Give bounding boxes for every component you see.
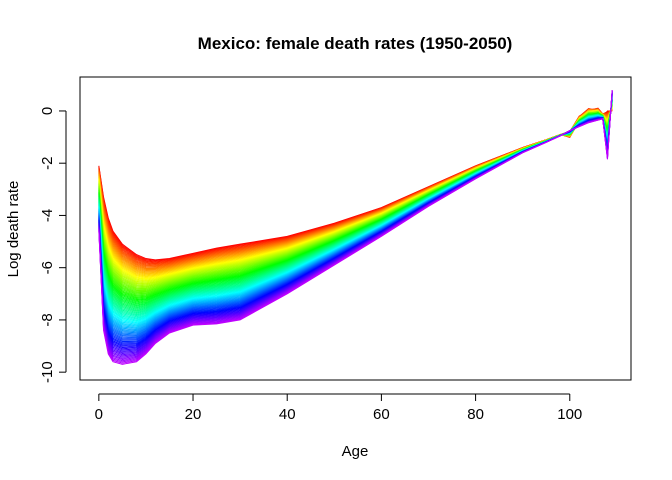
x-tick-label: 20 <box>185 406 202 423</box>
plot-box <box>79 76 632 381</box>
series-line <box>98 106 613 280</box>
y-tick-label: -8 <box>39 313 56 326</box>
y-axis: -10 -8 -6 -4 -2 0 <box>39 107 67 383</box>
y-tick-label: -4 <box>39 209 56 222</box>
x-tick-label: 0 <box>95 406 103 423</box>
chart-title: Mexico: female death rates (1950-2050) <box>198 34 513 53</box>
series-group <box>98 90 613 365</box>
series-line <box>98 106 613 281</box>
x-tick-label: 80 <box>467 406 484 423</box>
series-line <box>98 90 613 365</box>
x-axis: 0 20 40 60 80 100 <box>95 393 582 423</box>
x-tick-label: 60 <box>373 406 390 423</box>
y-tick-label: 0 <box>39 107 56 115</box>
y-tick-label: -6 <box>39 261 56 274</box>
series-line <box>98 105 613 282</box>
series-line <box>98 105 613 283</box>
x-axis-label: Age <box>342 443 369 460</box>
y-tick-label: -2 <box>39 157 56 170</box>
series-line <box>98 106 613 281</box>
x-tick-label: 100 <box>557 406 582 423</box>
x-tick-label: 40 <box>279 406 296 423</box>
y-tick-label: -10 <box>39 361 56 383</box>
y-axis-label: Log death rate <box>5 181 22 278</box>
